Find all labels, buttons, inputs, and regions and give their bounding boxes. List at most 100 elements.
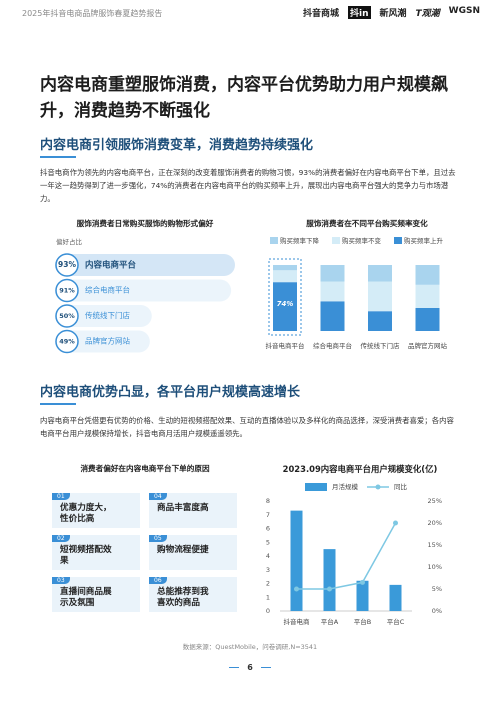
x-tick-label: 平台C: [387, 617, 405, 626]
header-title: 2025年抖音电商品牌服饰春夏趋势报告: [22, 9, 163, 18]
reason-number: 03: [52, 577, 70, 584]
bar-segment: [320, 281, 345, 302]
bar-segment: [320, 265, 345, 282]
y2-tick-label: 10%: [428, 563, 442, 571]
logo: 抖in: [348, 6, 371, 19]
bar-segment: [415, 307, 440, 331]
category-label: 内容电商平台: [85, 260, 137, 271]
reason-text: 商品丰富度高: [157, 503, 209, 513]
x-tick-label: 平台A: [321, 617, 339, 626]
bar: [323, 549, 336, 611]
reason-number: 06: [149, 577, 167, 584]
reason-text: 优惠力度大，性价比高: [60, 503, 112, 524]
bar-segment: [368, 281, 392, 312]
underline: [40, 403, 76, 405]
x-tick-label: 抖音电商平台: [266, 341, 305, 350]
chart-title: 消费者偏好在内容电商平台下单的原因: [80, 464, 210, 473]
value-label: 91%: [59, 287, 75, 295]
x-tick-label: 综合电商平台: [313, 341, 352, 350]
paragraph: 内容电商平台凭借更有优势的价格、生动的短视频搭配效果、互动的直播体验以及多样化的…: [40, 416, 454, 438]
pill-bar: [55, 254, 235, 276]
y2-tick-label: 0%: [432, 607, 442, 615]
reason-cell: 03 直播间商品展示及氛围: [52, 577, 140, 612]
line-marker: [393, 520, 398, 526]
y2-tick-label: 25%: [428, 497, 442, 505]
y-tick-label: 2: [266, 580, 270, 588]
legend-swatch: [270, 237, 278, 244]
legend-swatch: [394, 237, 402, 244]
chart-title: 2023.09内容电商平台用户规模变化(亿): [282, 464, 438, 474]
legend-label: 同比: [394, 482, 408, 491]
y-tick-label: 3: [266, 566, 270, 574]
pill-circle: [55, 304, 79, 328]
legend-label: 购买频率不变: [342, 236, 382, 245]
legend-marker: [375, 484, 381, 490]
pill-circle: [55, 329, 79, 354]
pill-circle: [55, 278, 79, 303]
value-label: 93%: [58, 260, 76, 269]
pill-circle: [55, 253, 79, 277]
y2-tick-label: 15%: [428, 541, 442, 549]
legend-title: 偏好占比: [56, 237, 83, 246]
x-tick-label: 平台B: [354, 617, 371, 626]
reason-cell: 02 短视频搭配效果: [52, 535, 140, 570]
bar-segment: [415, 265, 440, 285]
bar-segment: [368, 311, 392, 331]
pill-bar: [55, 279, 232, 302]
category-label: 综合电商平台: [85, 285, 130, 295]
page-number-text: 6: [247, 663, 253, 672]
source: 数据来源：QuestMobile，问卷调研,N=3541: [182, 643, 318, 651]
section-heading: 内容电商优势凸显，各平台用户规模高速增长: [40, 385, 301, 400]
y2-tick-label: 5%: [432, 585, 442, 593]
bar: [290, 510, 303, 611]
bar-segment: [415, 284, 440, 308]
logo: WGSN: [448, 6, 480, 16]
line-marker: [360, 579, 365, 585]
category-label: 品牌官方网站: [85, 336, 130, 346]
y-tick-label: 1: [266, 593, 270, 601]
legend-swatch: [305, 483, 327, 491]
reason-number: 04: [149, 493, 167, 500]
reason-number: 02: [52, 535, 70, 542]
bar-segment: [320, 301, 345, 331]
bar: [356, 580, 369, 611]
value-label: 49%: [59, 338, 75, 346]
value-label: 50%: [59, 312, 75, 320]
line-marker: [327, 586, 332, 592]
logo: T观潮: [415, 9, 440, 19]
highlight-box: [268, 258, 302, 336]
value-label: 74%: [277, 300, 294, 308]
reason-cell: 06 总能推荐到我喜欢的商品: [149, 577, 237, 612]
reason-text: 短视频搭配效果: [60, 545, 112, 566]
line: [296, 522, 397, 590]
x-tick-label: 传统线下门店: [361, 341, 401, 350]
page-title: 内容电商重塑服饰消费，内容平台优势助力用户规模飙升，消费趋势不断强化: [40, 75, 448, 121]
pill-bar: [55, 330, 150, 353]
reason-cell: 01 优惠力度大，性价比高: [52, 493, 140, 528]
chart-title: 服饰消费者日常购买服饰的购物形式偏好: [76, 219, 214, 228]
reason-cell: 05 购物流程便捷: [149, 535, 237, 570]
logo: 新风潮: [379, 9, 407, 19]
legend-label: 购买频率下降: [280, 236, 320, 245]
reason-cell: 04 商品丰富度高: [149, 493, 237, 528]
category-label: 传统线下门店: [85, 310, 130, 320]
bar-segment: [368, 265, 392, 282]
bar: [389, 584, 402, 611]
legend-label: 月活规模: [332, 482, 359, 491]
y-tick-label: 8: [266, 497, 270, 505]
logos: 抖音商城 抖in 新风潮 T观潮 WGSN: [303, 6, 480, 19]
y-tick-label: 6: [266, 525, 270, 533]
bar-segment: [273, 265, 297, 271]
reason-text: 直播间商品展示及氛围: [60, 587, 112, 608]
paragraph: 抖音电商作为领先的内容电商平台，正在深刻的改变着服饰消费者的购物习惯，93%的消…: [40, 168, 456, 203]
y-tick-label: 7: [266, 511, 270, 519]
legend-swatch: [332, 237, 340, 244]
section-heading: 内容电商引领服饰消费变革，消费趋势持续强化: [40, 138, 314, 153]
underline: [40, 156, 76, 158]
reason-number: 05: [149, 535, 167, 542]
y-tick-label: 4: [266, 552, 270, 560]
y-tick-label: 0: [266, 607, 270, 615]
